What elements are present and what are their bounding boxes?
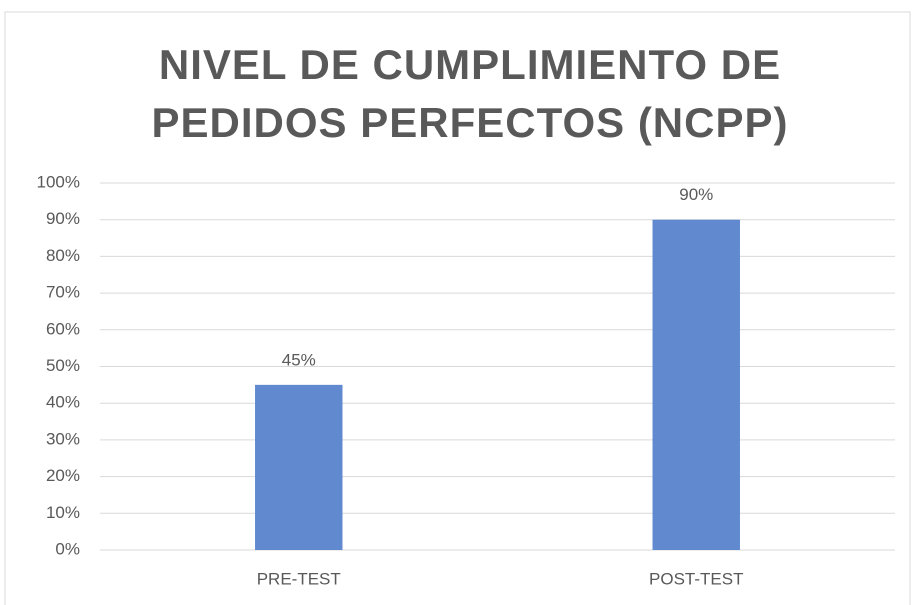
y-tick-label: 90%	[46, 209, 80, 228]
data-label: 90%	[679, 185, 713, 204]
y-tick-label: 60%	[46, 319, 80, 338]
y-tick-label: 20%	[46, 466, 80, 485]
chart-title: NIVEL DE CUMPLIMIENTO DE PEDIDOS PERFECT…	[151, 41, 789, 146]
y-tick-label: 80%	[46, 246, 80, 265]
y-tick-label: 30%	[46, 429, 80, 448]
y-tick-label: 40%	[46, 393, 80, 412]
y-tick-label: 10%	[46, 503, 80, 522]
bar	[255, 384, 343, 550]
y-tick-label: 0%	[55, 539, 80, 558]
y-tick-label: 100%	[37, 172, 80, 191]
x-tick-label: POST-TEST	[649, 569, 743, 588]
y-tick-label: 50%	[46, 356, 80, 375]
bar	[652, 219, 740, 550]
data-label: 45%	[282, 350, 316, 369]
y-tick-label: 70%	[46, 283, 80, 302]
chart-border	[4, 11, 911, 605]
x-tick-label: PRE-TEST	[257, 569, 341, 588]
